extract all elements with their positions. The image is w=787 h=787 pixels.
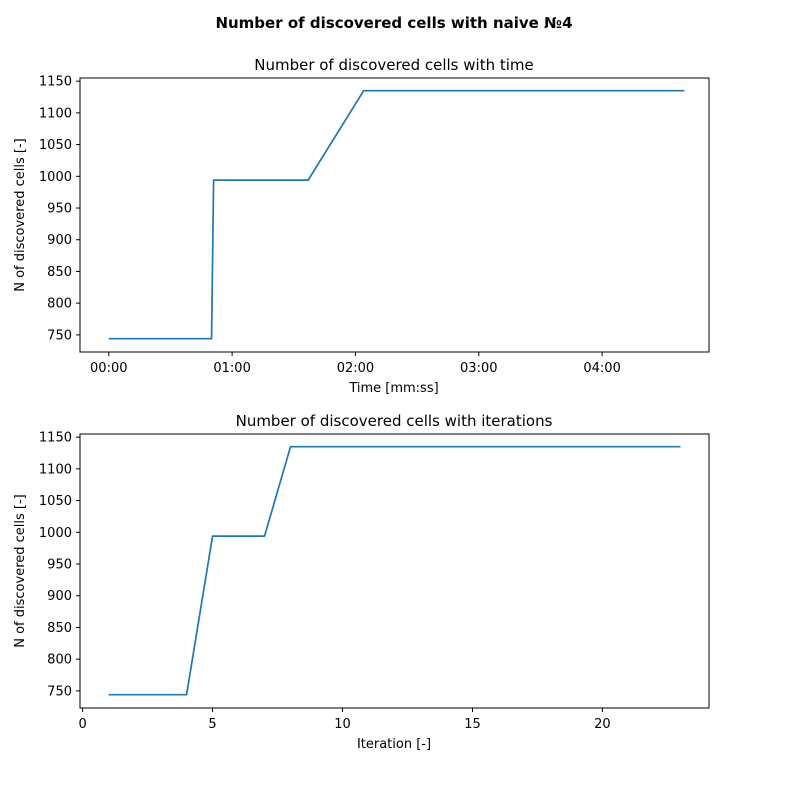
iteration-chart-title: Number of discovered cells with iteratio… <box>236 412 553 430</box>
time-chart-ytick-label: 750 <box>47 328 72 343</box>
iteration-chart-xtick-label: 10 <box>334 717 351 732</box>
iteration-chart-ytick-label: 1100 <box>39 462 72 477</box>
iteration-chart-xlabel: Iteration [-] <box>357 737 431 752</box>
time-chart-xtick-label: 04:00 <box>583 361 620 376</box>
time-chart-xtick-label: 00:00 <box>90 361 127 376</box>
time-chart-title: Number of discovered cells with time <box>254 56 534 74</box>
time-chart-ylabel: N of discovered cells [-] <box>13 138 28 292</box>
iteration-chart-xtick-label: 20 <box>594 717 611 732</box>
iteration-chart-ytick-label: 750 <box>47 684 72 699</box>
iteration-chart-ytick-label: 800 <box>47 653 72 668</box>
time-chart-ytick-label: 950 <box>47 202 72 217</box>
time-chart-xtick-label: 01:00 <box>213 361 250 376</box>
iteration-chart-ytick-label: 1150 <box>39 431 72 446</box>
time-chart-plot-frame <box>79 77 710 353</box>
time-chart-xtick-label: 02:00 <box>337 361 374 376</box>
time-chart-ytick-label: 1100 <box>39 106 72 121</box>
iteration-chart-xtick-label: 0 <box>78 717 86 732</box>
time-chart-ytick-label: 850 <box>47 265 72 280</box>
time-chart-ytick-label: 1000 <box>39 170 72 185</box>
time-chart: Number of discovered cells with time Tim… <box>13 56 710 396</box>
iteration-chart-plot-frame <box>79 433 710 709</box>
iteration-chart-xtick-label: 15 <box>464 717 481 732</box>
iteration-chart-xtick-label: 5 <box>208 717 216 732</box>
iteration-chart-series-line <box>108 445 681 696</box>
time-chart-xtick-label: 03:00 <box>460 361 497 376</box>
time-chart-ytick-label: 800 <box>47 297 72 312</box>
iteration-chart-ytick-label: 950 <box>47 558 72 573</box>
iteration-chart: Number of discovered cells with iteratio… <box>13 412 710 752</box>
time-chart-ytick-label: 1050 <box>39 138 72 153</box>
iteration-chart-ytick-label: 850 <box>47 621 72 636</box>
time-chart-xlabel: Time [mm:ss] <box>348 381 438 396</box>
time-chart-series-line <box>108 89 685 340</box>
time-chart-ytick-label: 900 <box>47 233 72 248</box>
iteration-chart-ylabel: N of discovered cells [-] <box>13 494 28 648</box>
iteration-chart-ytick-label: 1000 <box>39 526 72 541</box>
iteration-chart-ytick-label: 1050 <box>39 494 72 509</box>
time-chart-ytick-label: 1150 <box>39 75 72 90</box>
iteration-chart-ytick-label: 900 <box>47 589 72 604</box>
figure-title: Number of discovered cells with naive №4 <box>215 14 572 32</box>
